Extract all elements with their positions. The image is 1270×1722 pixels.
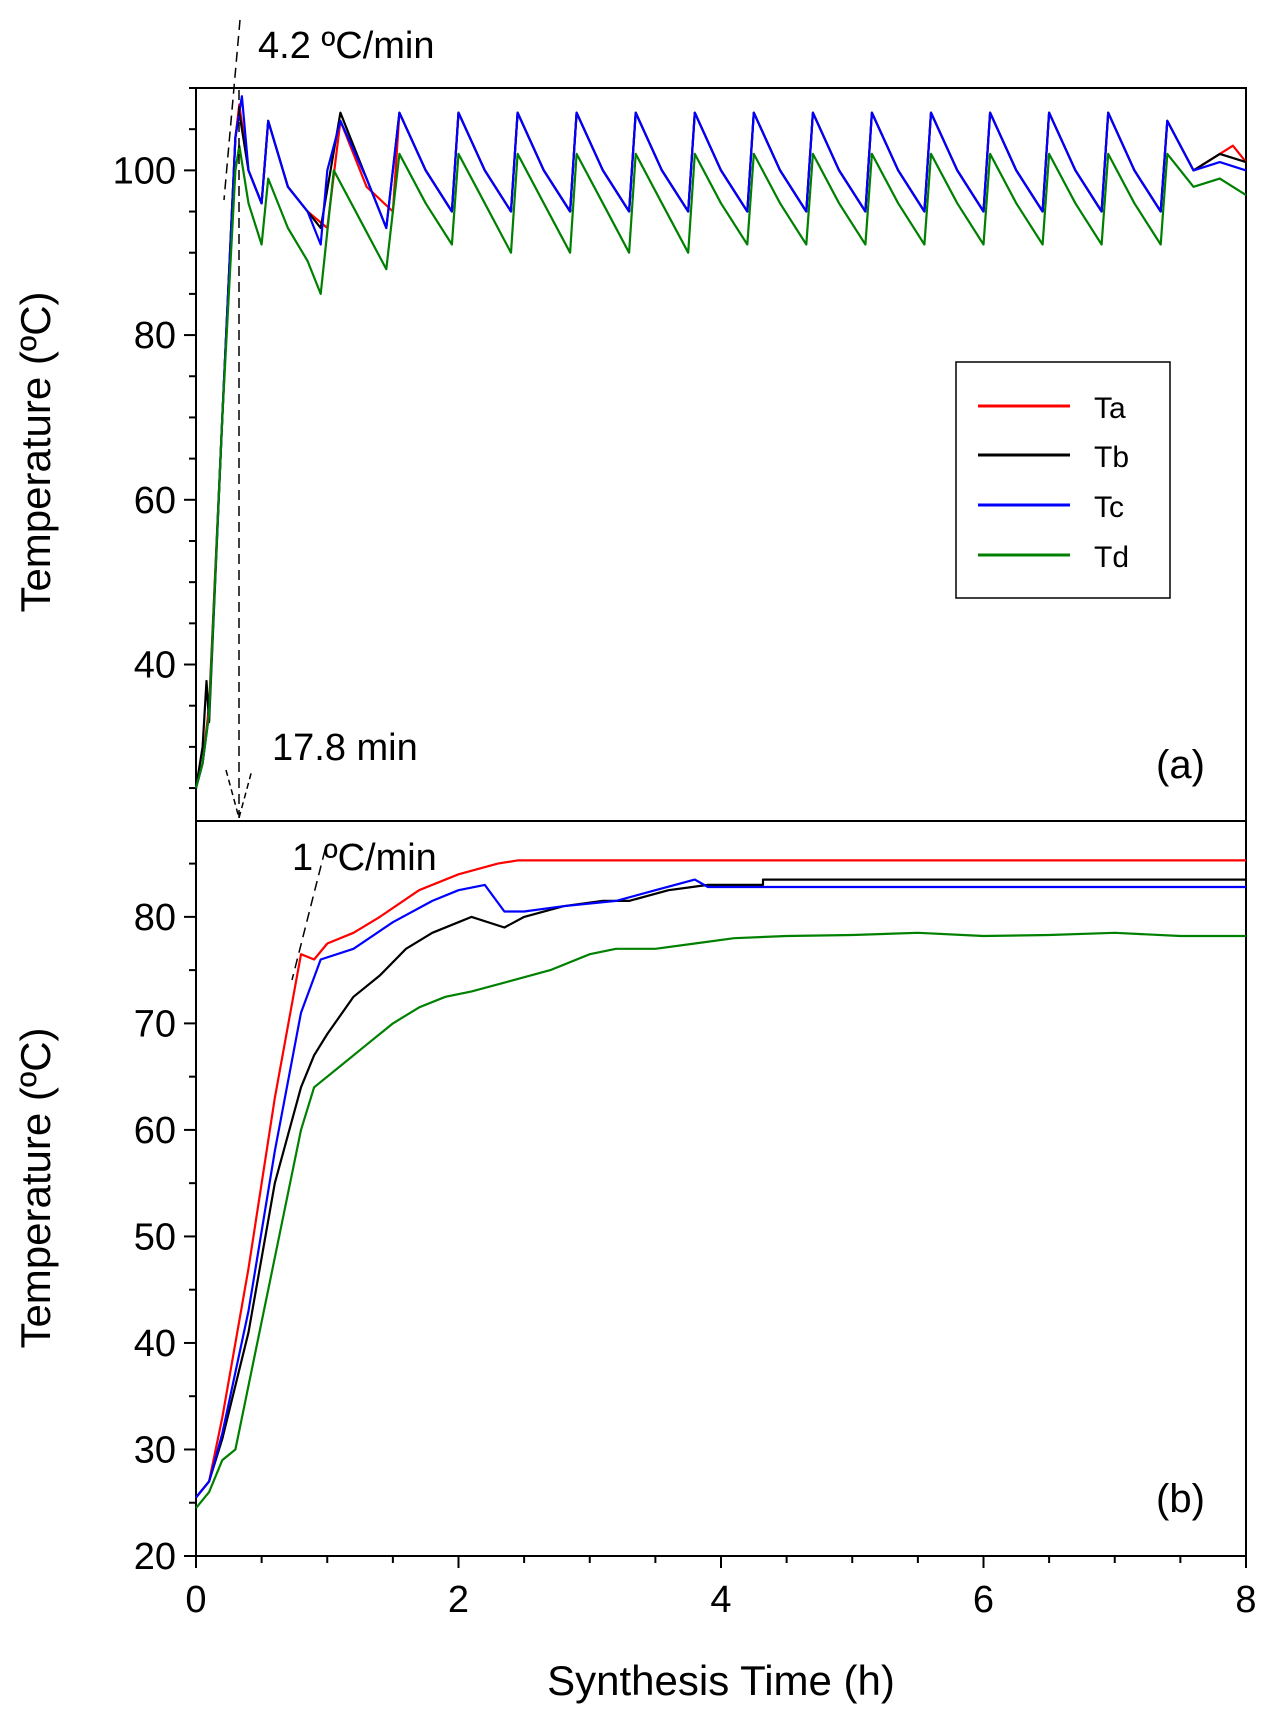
y-tick-label-a-60: 60 (134, 480, 176, 522)
time-annotation: 17.8 min (272, 727, 418, 769)
x-tick-label-8: 8 (1235, 1579, 1256, 1621)
legend-label-tc: Tc (1094, 491, 1124, 524)
rate-annotation-b: 1 ºC/min (292, 837, 437, 879)
series-line-b-ta (195, 859, 1246, 1499)
series-line-b-td (195, 931, 1246, 1509)
rate-annotation-a: 4.2 ºC/min (258, 25, 435, 67)
legend-label-tb: Tb (1094, 441, 1129, 474)
series-line-b-tc (195, 878, 1246, 1499)
x-tick-label-4: 4 (710, 1579, 731, 1621)
y-axis-title-a: Temperature (ºC) (12, 291, 59, 612)
series-line-a-td (194, 144, 1247, 789)
panel-b-plot: 20 30 40 50 60 70 80 0 2 4 6 8 (134, 859, 1257, 1621)
x-tick-label-0: 0 (185, 1579, 206, 1621)
rate-guide-b (291, 849, 326, 981)
y-tick-label-b-70: 70 (134, 1003, 176, 1045)
panel-b-label: (b) (1156, 1477, 1205, 1521)
y-tick-label-a-40: 40 (134, 645, 176, 687)
panel-a-label: (a) (1156, 743, 1205, 787)
rate-guide-a (223, 19, 241, 201)
y-tick-label-a-100: 100 (113, 150, 176, 192)
y-tick-label-b-50: 50 (134, 1216, 176, 1258)
x-tick-label-2: 2 (448, 1579, 469, 1621)
y-tick-label-b-60: 60 (134, 1110, 176, 1152)
legend-label-ta: Ta (1094, 392, 1126, 425)
series-line-b-tb (195, 878, 1246, 1499)
y-tick-label-b-80: 80 (134, 897, 176, 939)
y-tick-label-b-20: 20 (134, 1536, 176, 1578)
arrow-head (225, 769, 253, 821)
x-tick-label-6: 6 (973, 1579, 994, 1621)
legend-box (955, 361, 1171, 599)
y-axis-title-b: Temperature (ºC) (12, 1027, 59, 1348)
y-tick-label-b-40: 40 (134, 1323, 176, 1365)
panel-a-plot: 40 60 80 100 (113, 87, 1247, 790)
panel-b-frame (195, 820, 1247, 1557)
series-line-a-tc (194, 95, 1247, 789)
y-tick-label-a-80: 80 (134, 315, 176, 357)
y-tick-label-b-30: 30 (134, 1429, 176, 1471)
x-axis-title: Synthesis Time (h) (547, 1657, 895, 1704)
legend-label-td: Td (1094, 541, 1129, 574)
legend: Ta Tb Tc Td (955, 361, 1171, 599)
